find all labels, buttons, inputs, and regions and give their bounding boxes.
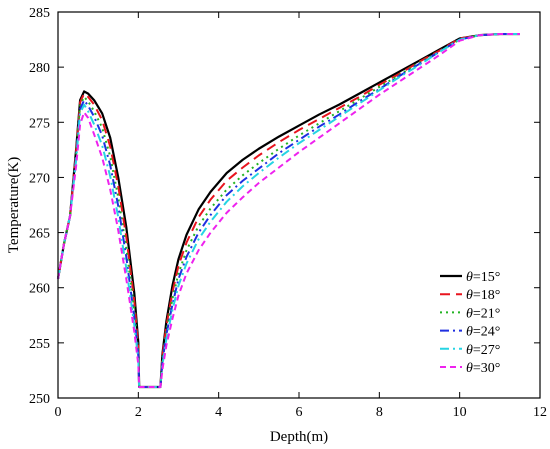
legend-label-4: θ=24°	[466, 325, 500, 340]
x-tick-label: 10	[453, 405, 467, 420]
legend-label-5: θ=27°	[466, 343, 500, 358]
ticks-layer: 0 2 4 6 8 10 12 250 255 260 265 270 275 280 285	[29, 6, 547, 420]
y-tick-label: 280	[29, 61, 50, 76]
series-line-1	[56, 32, 520, 389]
series-line-6	[57, 33, 520, 388]
y-tick-label: 260	[29, 282, 50, 297]
series-line-3	[57, 33, 520, 388]
legend-theta-symbol: θ	[466, 288, 473, 303]
legend-label-2: θ=18°	[466, 288, 500, 303]
legend-label-1: θ=15°	[466, 270, 500, 285]
legend-theta-symbol: θ	[466, 325, 473, 340]
x-axis-title: Depth(m)	[270, 429, 328, 445]
plot-frame	[57, 11, 541, 399]
legend-theta-value: =27°	[473, 343, 501, 358]
legend-theta-value: =18°	[473, 288, 501, 303]
y-tick-label: 285	[29, 6, 50, 21]
x-tick-label: 0	[55, 405, 62, 420]
legend-theta-value: =21°	[473, 306, 501, 321]
legend: θ=15°θ=18°θ=21°θ=24°θ=27°θ=30°	[440, 270, 500, 376]
x-tick-label: 2	[135, 405, 142, 420]
legend-theta-symbol: θ	[466, 361, 473, 376]
x-tick-label: 6	[296, 405, 303, 420]
series-line-5	[57, 33, 520, 388]
y-axis-title: Temperature(K)	[6, 157, 22, 253]
y-tick-label: 250	[29, 392, 50, 407]
series-line-2	[57, 33, 520, 388]
legend-theta-value: =24°	[473, 325, 501, 340]
legend-theta-value: =15°	[473, 270, 501, 285]
legend-label-6: θ=30°	[466, 361, 500, 376]
legend-theta-symbol: θ	[466, 343, 473, 358]
x-tick-label: 4	[215, 405, 222, 420]
y-tick-label: 275	[29, 116, 50, 131]
legend-theta-symbol: θ	[466, 270, 473, 285]
series-layer	[56, 32, 520, 389]
legend-label-3: θ=21°	[466, 306, 500, 321]
legend-theta-symbol: θ	[466, 306, 473, 321]
y-tick-label: 270	[29, 171, 50, 186]
y-tick-label: 265	[29, 227, 50, 242]
series-line-4	[57, 33, 520, 388]
x-tick-label: 12	[533, 405, 547, 420]
legend-theta-value: =30°	[473, 361, 501, 376]
x-tick-label: 8	[376, 405, 383, 420]
y-tick-label: 255	[29, 337, 50, 352]
